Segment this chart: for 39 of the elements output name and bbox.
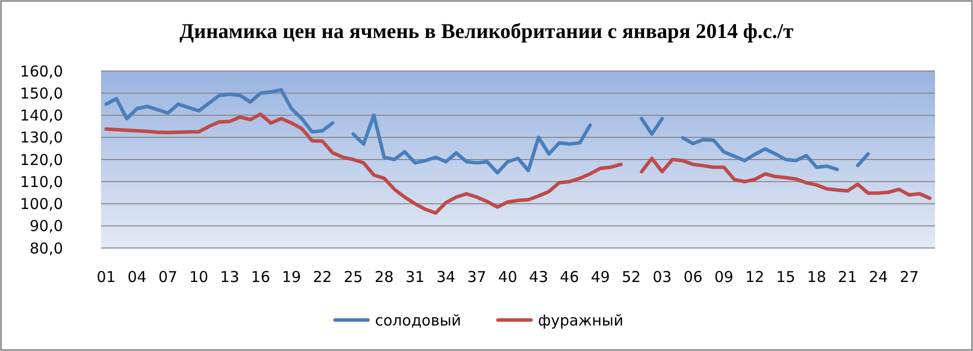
x-tick-label: 43 bbox=[529, 268, 548, 286]
x-tick-label: 40 bbox=[498, 268, 518, 286]
x-tick-label: 06 bbox=[683, 268, 703, 286]
x-tick-label: 10 bbox=[189, 268, 208, 286]
x-tick-label: 15 bbox=[776, 268, 796, 286]
x-tick-label: 49 bbox=[590, 268, 610, 286]
x-tick-label: 13 bbox=[220, 268, 240, 286]
x-tick-label: 21 bbox=[838, 268, 858, 286]
y-tick-label: 100,0 bbox=[20, 195, 63, 213]
x-tick-label: 07 bbox=[158, 268, 178, 286]
legend-label: фуражный bbox=[538, 311, 624, 330]
x-tick-label: 22 bbox=[312, 268, 332, 286]
x-tick-label: 31 bbox=[405, 268, 425, 286]
x-tick-label: 46 bbox=[560, 268, 580, 286]
y-tick-label: 150,0 bbox=[20, 84, 63, 102]
x-tick-label: 37 bbox=[467, 268, 486, 286]
x-tick-label: 24 bbox=[868, 268, 888, 286]
x-tick-label: 18 bbox=[807, 268, 826, 286]
y-tick-label: 140,0 bbox=[20, 106, 63, 124]
x-tick-label: 19 bbox=[282, 268, 302, 286]
x-tick-label: 27 bbox=[900, 268, 919, 286]
y-tick-label: 120,0 bbox=[20, 150, 63, 169]
y-tick-label: 160,0 bbox=[20, 62, 63, 80]
y-tick-label: 110,0 bbox=[20, 172, 63, 191]
chart-title: Динамика цен на ячмень в Великобритании с января 2014 ф.с./т bbox=[180, 19, 794, 43]
y-tick-label: 130,0 bbox=[20, 128, 63, 147]
x-tick-label: 34 bbox=[436, 268, 456, 286]
x-tick-label: 16 bbox=[251, 268, 270, 286]
legend-label: солодовый bbox=[375, 311, 462, 330]
x-tick-label: 12 bbox=[745, 268, 764, 286]
x-tick-label: 09 bbox=[714, 268, 734, 286]
x-tick-label: 01 bbox=[96, 268, 116, 286]
x-tick-label: 52 bbox=[622, 268, 641, 286]
x-tick-label: 03 bbox=[652, 268, 672, 286]
y-tick-label: 80,0 bbox=[30, 239, 63, 258]
x-tick-label: 25 bbox=[344, 268, 363, 286]
x-tick-label: 28 bbox=[374, 268, 394, 286]
x-tick-label: 04 bbox=[127, 268, 147, 286]
y-tick-label: 90,0 bbox=[30, 217, 63, 236]
